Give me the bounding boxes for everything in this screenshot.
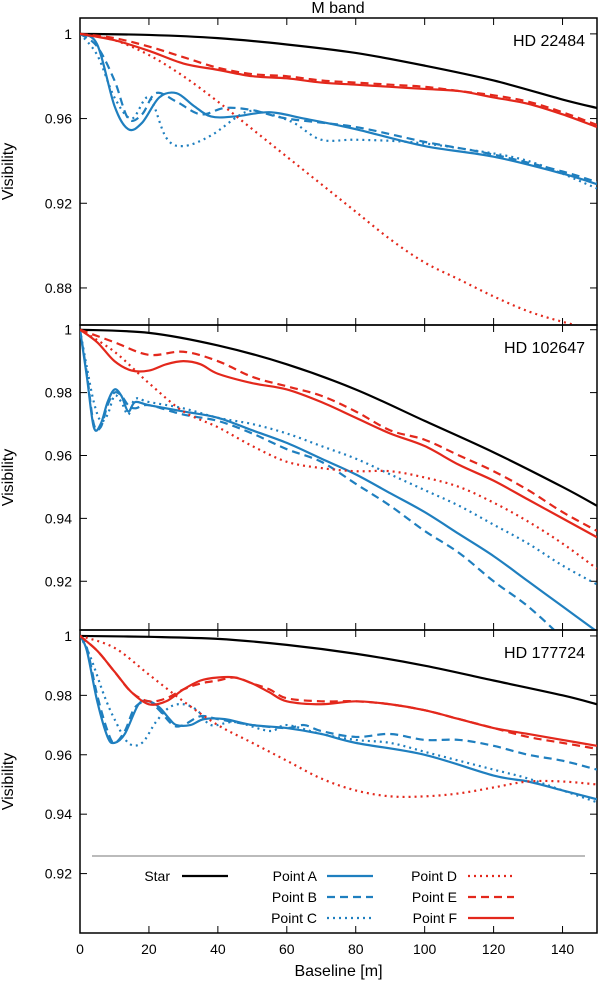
legend-item: Point F [413, 910, 514, 926]
panel-frame [79, 17, 598, 326]
figure-title: M band [311, 0, 364, 17]
y-tick-label: 1 [64, 322, 72, 338]
y-tick-label: 0.94 [45, 806, 72, 822]
legend-label: Star [144, 868, 170, 884]
y-axis-label: Visibility [0, 753, 17, 811]
series-line-point-d [80, 634, 597, 799]
y-tick-label: 1 [64, 628, 72, 644]
legend-label: Point F [413, 910, 457, 926]
series-line-point-b [80, 329, 556, 630]
series-line-point-a [80, 635, 597, 801]
panel-3: 0.92 0.94 0.96 0.98 1 0 20 40 60 80 100 120 140 Basel… [0, 628, 598, 980]
legend: Star Point A Point B Point C Point D Point E P… [144, 868, 514, 926]
panel-frame [79, 324, 598, 631]
y-tick-label: 0.96 [45, 447, 72, 463]
panel-title: HD 22484 [513, 33, 585, 50]
legend-item: Point B [272, 889, 373, 905]
series-group [80, 328, 597, 630]
legend-item: Point E [412, 889, 514, 905]
y-tick-label: 0.98 [45, 687, 72, 703]
x-tick-label: 80 [348, 941, 364, 957]
legend-label: Point C [271, 910, 317, 926]
series-line-point-a [80, 329, 597, 630]
x-axis-label: Baseline [m] [294, 963, 382, 980]
x-tick-label: 0 [76, 941, 84, 957]
panel-title: HD 102647 [504, 340, 585, 357]
series-line-star [80, 634, 597, 706]
y-tick-label: 0.94 [45, 510, 72, 526]
series-line-point-f [80, 32, 597, 129]
panel-2: 0.92 0.94 0.96 0.98 1 Visibility HD 102647 [0, 322, 598, 631]
y-tick-label: 1 [64, 26, 72, 42]
series-line-star [80, 328, 597, 507]
series-line-star [80, 32, 597, 110]
series-line-point-c [80, 329, 597, 586]
y-tick-label: 0.92 [45, 866, 72, 882]
legend-item: Point A [273, 868, 373, 884]
panel-1: 0.88 0.92 0.96 1 Visibility HD 22484 [0, 17, 598, 326]
x-tick-label: 40 [210, 941, 226, 957]
y-axis-label: Visibility [0, 143, 17, 201]
series-line-point-c [80, 635, 597, 804]
series-line-point-e [80, 328, 597, 532]
x-tick-label: 120 [482, 941, 506, 957]
series-line-point-a [80, 32, 597, 186]
series-line-point-e [80, 32, 597, 126]
y-tick-label: 0.96 [45, 747, 72, 763]
y-tick-label: 0.92 [45, 195, 72, 211]
x-tick-label: 60 [279, 941, 295, 957]
panel-frame [79, 629, 598, 934]
legend-label: Point D [411, 868, 457, 884]
y-tick-label: 0.88 [45, 280, 72, 296]
series-line-point-f [80, 635, 597, 747]
legend-item: Point C [271, 910, 373, 926]
series-line-point-d [80, 32, 580, 325]
series-line-point-c [80, 33, 597, 190]
x-tick-label: 100 [413, 941, 437, 957]
series-line-point-b [80, 635, 597, 771]
y-tick-label: 0.92 [45, 573, 72, 589]
legend-item: Star [144, 868, 228, 884]
legend-item: Point D [411, 868, 514, 884]
series-line-point-f [80, 328, 597, 539]
legend-label: Point B [272, 889, 317, 905]
x-tick-label: 140 [551, 941, 575, 957]
legend-label: Point E [412, 889, 457, 905]
y-tick-label: 0.98 [45, 385, 72, 401]
series-line-point-b [80, 32, 597, 184]
series-group [80, 634, 597, 804]
y-tick-label: 0.96 [45, 111, 72, 127]
series-group [80, 32, 597, 325]
panel-title: HD 177724 [504, 645, 585, 662]
series-line-point-d [80, 328, 597, 570]
legend-label: Point A [273, 868, 318, 884]
x-tick-label: 20 [141, 941, 157, 957]
y-axis-label: Visibility [0, 449, 17, 507]
